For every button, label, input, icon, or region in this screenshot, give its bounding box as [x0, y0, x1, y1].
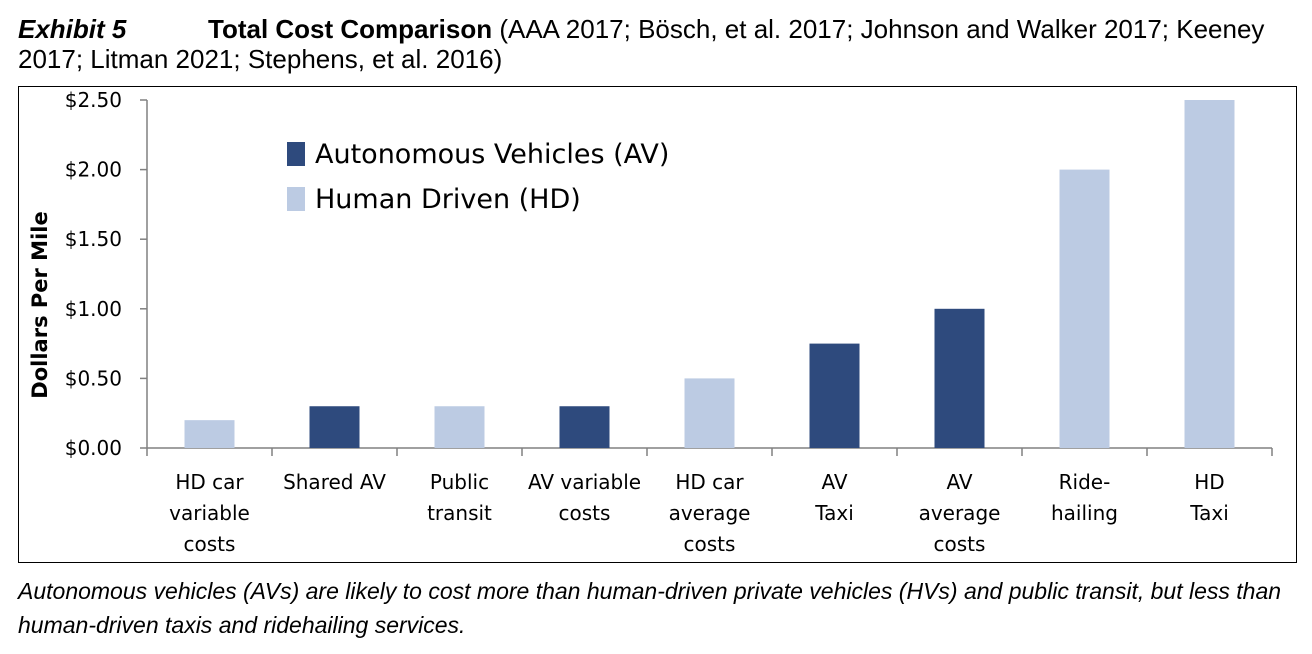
bar-hd: [1059, 169, 1110, 448]
x-tick-label: average: [669, 501, 751, 525]
x-tick-label: costs: [559, 501, 611, 525]
chart-title-block: Exhibit 5 Total Cost Comparison (AAA 2017…: [18, 14, 1298, 74]
x-tick-label: variable: [169, 501, 250, 525]
y-tick-label: $2.50: [65, 88, 122, 112]
exhibit-label: Exhibit 5: [18, 14, 127, 44]
bar-hd: [684, 378, 735, 448]
bars: [184, 100, 1235, 448]
y-tick-label: $0.00: [65, 436, 122, 460]
y-tick-label: $2.00: [65, 158, 122, 182]
x-tick-label: Shared AV: [283, 470, 386, 494]
x-tick-label: transit: [427, 501, 492, 525]
x-tick-label: costs: [684, 532, 736, 556]
bar-hd: [184, 420, 235, 448]
chart-caption: Autonomous vehicles (AVs) are likely to …: [18, 578, 1282, 638]
x-tick-label: HD: [1194, 470, 1224, 494]
chart-sources: (AAA 2017; Bösch, et al. 2017; Johnson a…: [18, 14, 1265, 74]
y-tick-label: $1.50: [65, 227, 122, 251]
legend-swatch-av: [287, 142, 305, 166]
legend-label-av: Autonomous Vehicles (AV): [315, 139, 669, 170]
legend: Autonomous Vehicles (AV) Human Driven (HD…: [287, 139, 669, 215]
chart-title: Total Cost Comparison: [208, 14, 493, 44]
chart-frame: [18, 86, 1297, 563]
bar-av: [559, 406, 610, 448]
x-tick-label: AV: [821, 470, 847, 494]
y-axis-label: Dollars Per Mile: [28, 211, 52, 398]
x-axis: [146, 447, 1273, 456]
bar-av: [934, 308, 985, 448]
bar-av: [809, 343, 860, 448]
x-tick-label: hailing: [1051, 501, 1118, 525]
x-tick-label: costs: [184, 532, 236, 556]
x-tick-label: HD car: [175, 470, 244, 494]
y-tick-label: $0.50: [65, 366, 122, 390]
y-tick-label: $1.00: [65, 297, 122, 321]
y-axis: $0.00 $0.50 $1.00 $1.50 $2.00 $2.50: [65, 88, 148, 460]
legend-label-hd: Human Driven (HD): [315, 184, 581, 215]
x-tick-label: average: [919, 501, 1001, 525]
x-tick-label: Public: [430, 470, 489, 494]
x-tick-label: Taxi: [814, 501, 854, 525]
x-tick-label: AV variable: [528, 470, 641, 494]
bar-hd: [1184, 100, 1235, 448]
x-tick-label: HD car: [675, 470, 744, 494]
legend-swatch-hd: [287, 187, 305, 211]
bar-hd: [434, 406, 485, 448]
x-tick-label: Ride-: [1059, 470, 1111, 494]
x-tick-labels: HD car variable costs Shared AV Public transi…: [169, 470, 1229, 556]
bar-av: [309, 406, 360, 448]
x-tick-label: Taxi: [1189, 501, 1229, 525]
x-tick-label: AV: [946, 470, 972, 494]
x-tick-label: costs: [934, 532, 986, 556]
